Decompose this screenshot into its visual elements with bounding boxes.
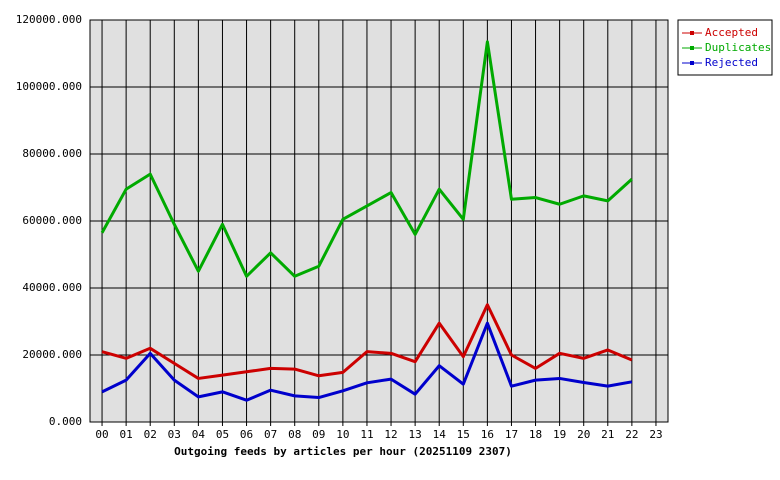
x-tick-label: 23 [649,428,662,441]
x-tick-label: 19 [553,428,566,441]
x-axis-label: Outgoing feeds by articles per hour (202… [174,445,512,458]
x-tick-label: 17 [505,428,518,441]
x-tick-label: 21 [601,428,614,441]
x-tick-label: 20 [577,428,590,441]
y-tick-label: 120000.000 [16,13,82,26]
x-tick-label: 13 [409,428,422,441]
legend-marker [690,31,694,35]
y-tick-label: 0.000 [49,415,82,428]
x-tick-label: 09 [312,428,325,441]
legend-label: Rejected [705,56,758,69]
y-tick-label: 80000.000 [22,147,82,160]
legend-marker [690,61,694,65]
series-line [101,303,633,380]
y-tick-label: 20000.000 [22,348,82,361]
y-tick-label: 100000.000 [16,80,82,93]
legend-marker [690,46,694,50]
x-tick-label: 00 [95,428,108,441]
x-tick-label: 12 [384,428,397,441]
legend-label: Duplicates [705,41,771,54]
x-tick-label: 15 [457,428,470,441]
x-tick-label: 10 [336,428,349,441]
x-tick-label: 05 [216,428,229,441]
x-tick-label: 07 [264,428,277,441]
x-tick-label: 18 [529,428,542,441]
x-tick-label: 02 [144,428,157,441]
series-line [100,40,633,278]
x-tick-label: 22 [625,428,638,441]
y-tick-label: 60000.000 [22,214,82,227]
x-tick-label: 06 [240,428,253,441]
x-tick-label: 08 [288,428,301,441]
x-tick-label: 04 [192,428,206,441]
legend-label: Accepted [705,26,758,39]
y-tick-label: 40000.000 [22,281,82,294]
x-tick-label: 11 [360,428,373,441]
x-tick-label: 16 [481,428,494,441]
x-tick-label: 14 [433,428,447,441]
x-tick-label: 03 [168,428,181,441]
x-tick-label: 01 [120,428,133,441]
series-line [101,321,633,402]
